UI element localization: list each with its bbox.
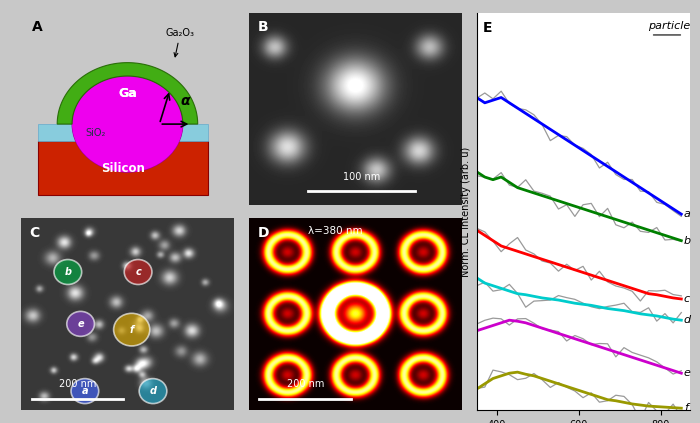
Text: B: B [258, 20, 268, 34]
Text: λ=380 nm: λ=380 nm [309, 226, 363, 236]
Y-axis label: Norm. CL Intensity (arb. u): Norm. CL Intensity (arb. u) [461, 146, 471, 277]
Text: d: d [684, 315, 691, 325]
Text: Silicon: Silicon [102, 162, 145, 175]
Text: α: α [181, 94, 190, 108]
Text: b: b [684, 236, 691, 246]
Text: Ga₂O₃: Ga₂O₃ [166, 28, 195, 57]
Ellipse shape [72, 76, 183, 172]
Text: e: e [77, 319, 84, 329]
Text: c: c [135, 267, 141, 277]
Circle shape [54, 260, 82, 285]
Text: D: D [258, 226, 269, 240]
Circle shape [113, 313, 150, 346]
Circle shape [125, 260, 152, 285]
Text: Ga: Ga [118, 87, 136, 100]
FancyBboxPatch shape [38, 141, 209, 195]
Polygon shape [57, 63, 197, 124]
Text: 200 nm: 200 nm [59, 379, 96, 389]
Text: f: f [130, 324, 134, 335]
Text: Ga: Ga [118, 87, 136, 100]
Text: 100 nm: 100 nm [343, 172, 380, 182]
Text: a: a [82, 386, 88, 396]
Text: f: f [684, 403, 687, 413]
Text: SiO₂: SiO₂ [85, 128, 106, 138]
Text: b: b [64, 267, 71, 277]
Text: c: c [684, 294, 690, 304]
Text: E: E [483, 21, 493, 35]
Ellipse shape [72, 76, 183, 172]
Text: 200 nm: 200 nm [286, 379, 324, 389]
Text: a: a [684, 209, 691, 219]
Circle shape [139, 379, 167, 404]
Text: A: A [32, 20, 43, 34]
Text: particle: particle [648, 21, 690, 31]
Circle shape [66, 311, 94, 336]
Text: d: d [150, 386, 157, 396]
Text: C: C [29, 226, 40, 240]
Circle shape [71, 379, 99, 404]
FancyBboxPatch shape [38, 124, 209, 141]
Text: e: e [684, 368, 691, 378]
